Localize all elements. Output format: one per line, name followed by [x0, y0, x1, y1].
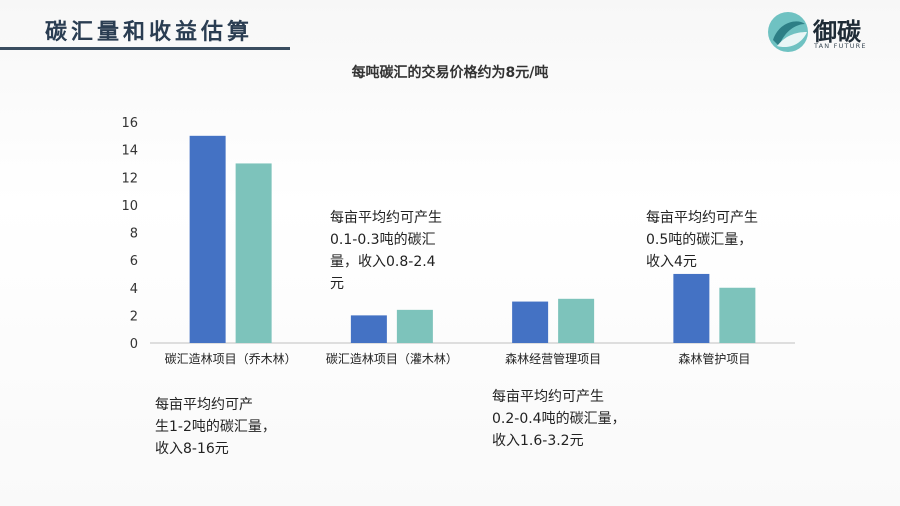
page-title: 碳汇量和收益估算: [45, 20, 254, 45]
bar-series-2: [235, 163, 272, 343]
annotation-line: 0.1-0.3吨的碳汇: [330, 232, 436, 248]
y-tick-label: 8: [130, 227, 138, 242]
x-tick-label: 森林管护项目: [678, 351, 750, 366]
bar-series-1: [512, 301, 549, 343]
title-underline: [0, 47, 290, 50]
logo-name: 御碳: [813, 18, 861, 46]
y-tick-label: 14: [121, 144, 138, 159]
annotation-line: 收入1.6-3.2元: [492, 433, 584, 449]
annotation-line: 收入4元: [646, 254, 697, 270]
x-tick-label: 碳汇造林项目（乔木林）: [165, 352, 297, 366]
annotation-line: 每亩平均约可产: [155, 397, 253, 413]
annotation-line: 0.2-0.4吨的碳汇量，: [492, 411, 626, 427]
logo-leaf-icon: [768, 12, 808, 52]
chart-title: 每吨碳汇的交易价格约为8元/吨: [351, 65, 549, 81]
annotation-line: 生1-2吨的碳汇量，: [155, 419, 276, 435]
annotation-line: 0.5吨的碳汇量，: [646, 232, 753, 248]
y-tick-label: 10: [121, 199, 138, 214]
bar-series-2: [719, 287, 756, 343]
logo-tagline: TAN FUTURE: [814, 42, 867, 50]
annotation-forest-protection: 每亩平均约可产生 0.5吨的碳汇量， 收入4元: [646, 207, 758, 273]
bar-series-2: [396, 309, 433, 343]
annotation-forest-management: 每亩平均约可产生 0.2-0.4吨的碳汇量， 收入1.6-3.2元: [492, 386, 626, 452]
y-tick-label: 12: [121, 171, 138, 186]
y-tick-label: 6: [130, 254, 138, 269]
y-tick-label: 4: [130, 282, 138, 297]
bar-series-1: [350, 315, 387, 343]
annotation-line: 收入8-16元: [155, 441, 229, 457]
bar-series-1: [189, 135, 226, 343]
annotation-shrub-forest: 每亩平均约可产生 0.1-0.3吨的碳汇 量，收入0.8-2.4 元: [330, 207, 442, 295]
annotation-line: 元: [330, 276, 344, 292]
bar-series-2: [558, 298, 595, 343]
brand-logo: 御碳 TAN FUTURE: [767, 10, 887, 54]
annotation-line: 每亩平均约可产生: [330, 210, 442, 226]
y-tick-label: 2: [130, 309, 138, 324]
annotation-line: 量，收入0.8-2.4: [330, 254, 436, 270]
x-tick-label: 森林经营管理项目: [505, 351, 601, 366]
annotation-arbor-forest: 每亩平均约可产 生1-2吨的碳汇量， 收入8-16元: [155, 394, 276, 460]
x-tick-label: 碳汇造林项目（灌木林）: [326, 352, 458, 366]
annotation-line: 每亩平均约可产生: [646, 210, 758, 226]
y-tick-label: 0: [130, 337, 138, 352]
annotation-line: 每亩平均约可产生: [492, 389, 604, 405]
bar-series-1: [673, 273, 710, 343]
y-tick-label: 16: [121, 116, 138, 131]
